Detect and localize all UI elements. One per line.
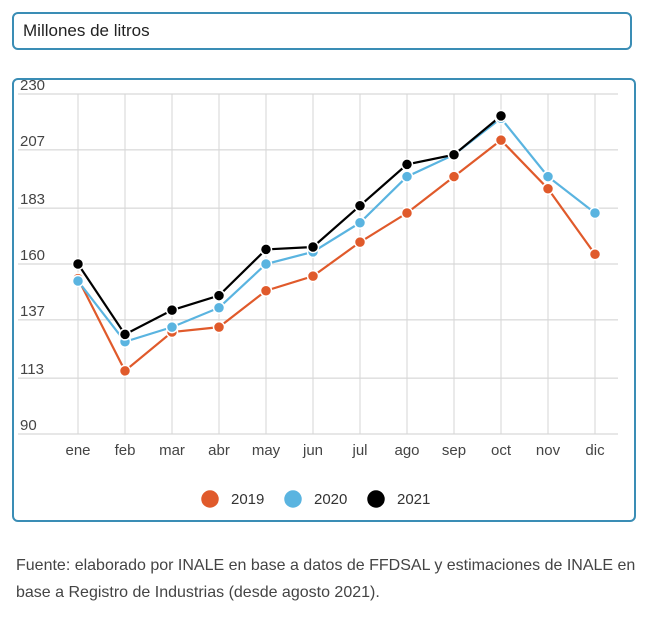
data-point-2021	[400, 158, 414, 171]
series-line-2021	[77, 115, 502, 336]
y-tick-label: 137	[20, 303, 45, 320]
data-point-2019	[118, 364, 132, 378]
data-point-2021	[259, 243, 273, 256]
line-chart: 90 113 137 160 183 207 230 ene feb mar abr may jun ju…	[18, 80, 618, 510]
data-point-2019	[541, 182, 555, 195]
x-tick-label: may	[252, 442, 281, 459]
y-tick-label: 90	[20, 417, 37, 434]
data-point-2020	[400, 170, 414, 183]
series-line-2019	[77, 138, 596, 373]
y-tick-label: 207	[20, 133, 45, 150]
x-tick-label: abr	[208, 442, 230, 459]
data-point-2021	[118, 328, 132, 341]
unit-label: Millones de litros	[23, 21, 150, 40]
legend-marker-2019	[199, 488, 221, 510]
series-line-2020	[77, 116, 596, 343]
data-point-2019	[353, 235, 367, 249]
x-tick-label: jun	[302, 442, 323, 459]
data-point-2021	[306, 240, 320, 254]
y-tick-label: 160	[20, 247, 45, 264]
data-point-2020	[71, 274, 85, 288]
data-point-2020	[165, 320, 179, 334]
x-tick-label: oct	[491, 442, 512, 459]
x-tick-label: mar	[159, 442, 185, 459]
legend-label: 2019	[231, 491, 264, 508]
data-point-2021	[165, 303, 179, 317]
data-point-2019	[447, 170, 461, 183]
x-tick-label: dic	[585, 442, 605, 459]
data-point-2021	[494, 109, 508, 123]
legend-label: 2020	[314, 491, 347, 508]
x-tick-label: sep	[442, 442, 466, 459]
source-note: Fuente: elaborado por INALE en base a da…	[16, 557, 636, 601]
x-tick-label: ago	[394, 442, 419, 459]
data-point-2020	[259, 257, 273, 271]
data-point-2019	[588, 248, 602, 261]
y-tick-label: 230	[20, 80, 45, 94]
data-point-2021	[71, 257, 85, 271]
data-point-2020	[588, 206, 602, 220]
data-point-2020	[541, 170, 555, 183]
legend-marker-2020	[282, 488, 304, 510]
data-point-2020	[212, 301, 226, 314]
x-tick-label: jul	[351, 442, 367, 459]
data-point-2021	[212, 289, 226, 302]
legend-label: 2021	[397, 491, 430, 508]
data-point-2019	[306, 269, 320, 283]
data-point-2021	[353, 199, 367, 212]
data-point-2019	[494, 133, 508, 147]
data-point-2019	[400, 206, 414, 220]
y-tick-label: 183	[20, 191, 45, 208]
chart-container: 90 113 137 160 183 207 230 ene feb mar abr may jun ju…	[12, 78, 636, 522]
x-tick-label: ene	[65, 442, 90, 459]
x-tick-label: feb	[115, 442, 136, 459]
data-point-2019	[212, 320, 226, 334]
unit-label-box: Millones de litros	[12, 12, 632, 50]
legend-marker-2021	[365, 488, 387, 510]
data-point-2021	[447, 148, 461, 161]
x-tick-label: nov	[536, 442, 561, 459]
y-tick-label: 113	[20, 361, 44, 378]
data-point-2019	[259, 284, 273, 297]
data-point-2020	[353, 216, 367, 229]
